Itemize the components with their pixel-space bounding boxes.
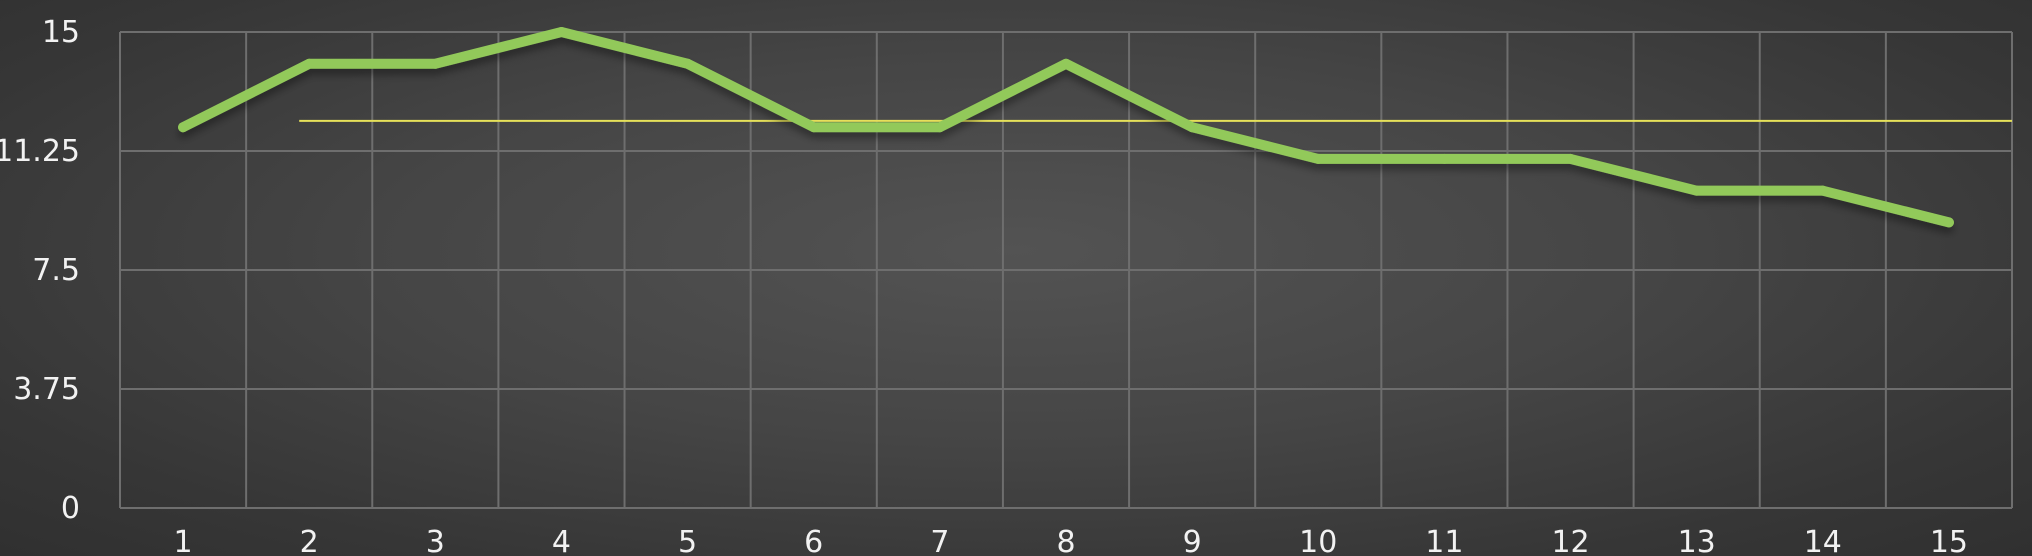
data-point [1439, 153, 1450, 164]
y-tick-label: 3.75 [13, 372, 80, 407]
x-tick-label: 8 [1056, 525, 1075, 556]
data-point [1565, 153, 1576, 164]
data-point [1061, 58, 1071, 69]
data-point [1943, 217, 1954, 228]
data-point [1313, 153, 1324, 164]
x-tick-label: 15 [1930, 525, 1968, 556]
x-tick-label: 13 [1678, 525, 1716, 556]
data-point [430, 58, 441, 69]
x-tick-label: 7 [930, 525, 949, 556]
y-tick-label: 0 [61, 491, 80, 526]
data-point [682, 58, 693, 69]
y-tick-label: 15 [42, 15, 80, 50]
series-group [178, 27, 1954, 228]
x-tick-label: 6 [804, 525, 823, 556]
x-tick-label: 3 [426, 525, 445, 556]
data-point [1817, 185, 1828, 196]
y-tick-label: 7.5 [32, 253, 80, 288]
data-point [556, 27, 567, 37]
x-tick-label: 4 [552, 525, 571, 556]
data-point [178, 122, 189, 133]
grid [119, 31, 2013, 509]
x-tick-label: 12 [1551, 525, 1589, 556]
data-point [1187, 122, 1198, 133]
y-tick-label: 11.25 [0, 134, 80, 169]
data-point [1691, 185, 1702, 196]
data-point [808, 122, 819, 133]
x-tick-label: 2 [300, 525, 319, 556]
x-tick-label: 10 [1299, 525, 1337, 556]
x-tick-label: 11 [1425, 525, 1463, 556]
x-tick-label: 5 [678, 525, 697, 556]
x-tick-label: 1 [174, 525, 193, 556]
data-point [304, 58, 315, 69]
data-point [934, 122, 945, 133]
y-axis-ticks: 0 3.75 7.5 11.25 15 [0, 15, 80, 526]
x-tick-label: 14 [1804, 525, 1842, 556]
x-tick-label: 9 [1183, 525, 1202, 556]
x-axis-ticks: 1 2 3 4 5 6 7 8 9 10 11 12 13 14 15 [174, 525, 1969, 556]
